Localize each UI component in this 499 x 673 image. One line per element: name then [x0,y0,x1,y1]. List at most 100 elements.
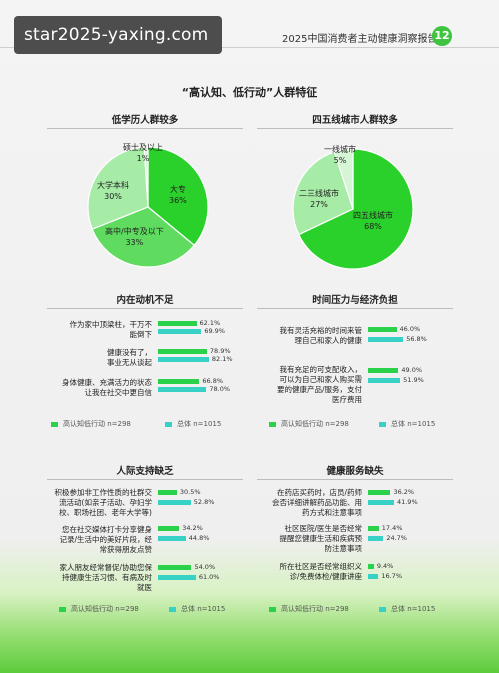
pie-slice-1 [292,151,354,236]
bar-panel-social-support: 人际支持缺乏 积极参加非工作性质的社群交 流活动(如亲子活动、孕妇学 校、职场社… [47,463,243,618]
bar-teal [158,357,209,362]
bar-value: 51.9% [403,376,424,384]
row-label: 作为家中顶梁柱，干万不 能倒下 [69,320,153,339]
bar-teal [368,337,404,342]
divider [47,479,243,480]
bar-value: 17.4% [381,524,403,532]
pie-chart-city-tier [292,148,414,270]
report-title: 2025中国消费者主动健康洞察报告 [282,34,438,45]
row-label: 我有灵活充裕的时间来管 理自己和家人的健康 [279,326,363,345]
legend-teal: 总体 n=1015 [379,419,435,429]
legend-swatch [269,421,276,427]
pie-label-dazhuan: 大专 36% [169,184,187,206]
bar-teal [368,536,384,541]
legend-swatch [379,606,386,612]
pie-slice-2 [87,146,149,230]
pie-chart-education [87,146,209,268]
bar-panel-time-money: 时间压力与经济负担 我有灵活充裕的时间来管 理自己和家人的健康 46.0% 56… [257,292,453,432]
bar-teal [158,387,207,392]
bar-teal [368,574,379,579]
legend-label: 高认知低行动 n=298 [281,420,349,428]
bar-value: 44.8% [188,534,210,542]
bar-teal [368,378,401,383]
row-label: 健康没有了， 事业无从谈起 [107,348,152,367]
row-label: 我有充足的可支配收入， 可以为自己和家人购买需 要的健康产品/服务，支付 医疗费… [276,365,362,404]
bar-panel-motivation: 内在动机不足 作为家中顶梁柱，干万不 能倒下 62.1% 69.9% 健康没有了… [47,292,243,432]
slice-value: 33% [125,238,144,247]
bar-green [368,327,397,332]
pie-slice-0 [147,146,209,247]
legend-green: 高认知低行动 n=298 [51,419,131,429]
bar-green [158,565,192,570]
pie-slice-2 [333,148,354,210]
divider [257,128,453,129]
legend-label: 高认知低行动 n=298 [281,605,349,613]
slice-name: 大专 [169,185,186,194]
bar-value: 78.0% [209,385,231,393]
bar-value: 69.9% [204,327,225,335]
slice-value: 1% [136,154,150,163]
pie-label-tier23: 二三线城市 27% [299,188,339,210]
bar-teal [158,329,202,334]
page-title: “高认知、低行动”人群特征 [181,86,318,99]
page-number-badge: 12 [432,26,452,46]
bar-value: 61.0% [198,573,220,581]
pie-label-tier45: 四五线城市 68% [353,210,393,232]
bar-teal [158,575,196,580]
bar-value: 56.8% [406,335,427,343]
bar-value: 62.1% [199,319,221,327]
footer-gradient-band [0,612,499,673]
bar-green [158,379,200,384]
bar-value: 46.0% [399,325,421,333]
legend-green: 高认知低行动 n=298 [269,604,349,614]
panel-title: 时间压力与经济负担 [312,295,398,306]
bar-value: 9.4% [376,562,394,570]
bar-green [368,564,374,569]
bar-value: 41.9% [396,498,418,506]
legend-swatch [379,421,386,427]
row-label: 在药店买药时，店员/药师 会否详细讲解药品功能、用 药方式和注意事项 [272,488,362,517]
legend-label: 总体 n=1015 [177,420,222,428]
row-label: 社区医院/医生是否经常 提醒您健康生活和疾病预 防注意事项 [279,524,363,553]
legend-green: 高认知低行动 n=298 [269,419,349,429]
legend-swatch [165,421,172,427]
pie-title: 低学历人群较多 [111,115,179,126]
legend-label: 高认知低行动 n=298 [71,605,139,613]
bar-teal [158,500,191,505]
row-label: 所在社区是否经常组织义 诊/免费体检/健康讲座 [279,562,363,581]
slice-value: 68% [364,222,382,231]
slice-name: 硕士及以上 [123,143,163,152]
page-header: star2025-yaxing.com 2025中国消费者主动健康洞察报告 12 [0,0,499,54]
bar-teal [368,500,394,505]
pie-label-master: 硕士及以上 1% [123,142,163,164]
divider [257,308,453,309]
bar-teal [158,536,186,541]
legend-teal: 总体 n=1015 [379,604,435,614]
pie-slice-3 [143,146,149,208]
bar-value: 16.7% [381,572,402,580]
bar-green [158,526,180,531]
bar-value: 54.0% [194,563,216,571]
bar-value: 52.8% [193,498,215,506]
bar-value: 78.9% [209,347,231,355]
legend-label: 总体 n=1015 [391,420,436,428]
divider [257,479,453,480]
slice-value: 5% [333,156,347,165]
pie-slice-1 [91,206,196,268]
slice-value: 27% [310,200,328,209]
legend-label: 高认知低行动 n=298 [63,420,131,428]
legend-teal: 总体 n=1015 [165,419,221,429]
bar-green [368,368,399,373]
bar-value: 82.1% [211,355,233,363]
panel-title: 内在动机不足 [116,295,174,306]
slice-name: 四五线城市 [353,211,393,220]
panel-title: 人际支持缺乏 [116,466,174,477]
bar-green [158,321,197,326]
legend-label: 总体 n=1015 [181,605,226,613]
row-label: 家人朋友经常督促/协助您保 持健康生活习惯、有病及时 就医 [59,563,152,592]
pie-slice-0 [297,148,414,270]
bar-value: 24.7% [386,534,407,542]
slice-name: 二三线城市 [299,189,339,198]
bar-green [158,490,177,495]
